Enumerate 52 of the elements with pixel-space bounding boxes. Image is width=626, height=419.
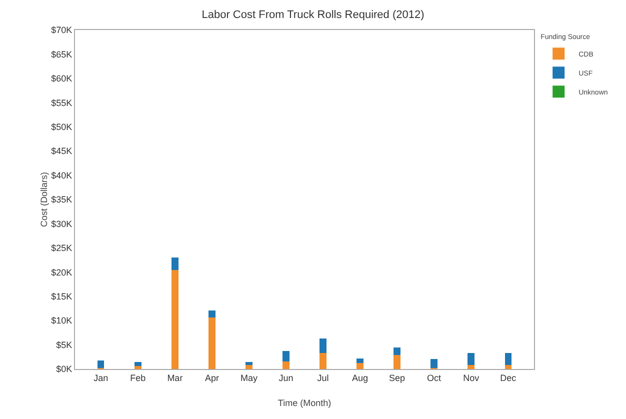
bar — [394, 354, 400, 369]
x-tick-label: Sep — [389, 372, 406, 383]
bar — [430, 358, 438, 368]
x-tick-label: Jun — [278, 372, 294, 383]
x-tick-label: Feb — [130, 372, 146, 383]
y-tick-label: $50K — [51, 122, 72, 132]
bar — [468, 353, 474, 366]
x-tick-label: Oct — [427, 372, 442, 383]
bar — [246, 365, 252, 369]
y-tick-label: $45K — [51, 146, 72, 156]
y-tick-label: $20K — [51, 267, 72, 278]
y-tick-label: $0K — [56, 364, 72, 374]
bar — [356, 363, 364, 369]
y-tick-label: $70K — [51, 25, 72, 36]
bar — [172, 270, 178, 369]
x-tick-label: Jul — [317, 372, 329, 383]
bar — [246, 362, 252, 366]
bar — [282, 351, 290, 362]
bar — [320, 338, 326, 354]
y-tick-label: $65K — [51, 49, 72, 60]
x-tick-label: May — [240, 372, 258, 383]
bar — [320, 353, 326, 369]
bar — [282, 362, 290, 369]
y-tick-label: $55K — [51, 98, 72, 108]
y-tick-label: $10K — [51, 316, 72, 326]
bar — [504, 353, 512, 366]
y-tick-label: $5K — [56, 340, 72, 350]
y-axis-title: Cost (Dollars) — [39, 172, 49, 228]
bar — [208, 310, 216, 318]
y-tick-label: $60K — [51, 74, 72, 84]
bar — [504, 365, 512, 369]
y-tick-label: $40K — [51, 170, 72, 180]
x-tick-label: Aug — [352, 372, 368, 383]
bar — [98, 360, 104, 368]
x-tick-label: Nov — [463, 372, 480, 383]
x-axis-title: Time (Month) — [278, 398, 332, 408]
bar — [134, 362, 142, 366]
x-tick-label: Jan — [94, 372, 108, 383]
y-tick-label: $25K — [51, 243, 72, 254]
x-tick-label: Mar — [167, 372, 183, 383]
x-tick-label: Apr — [204, 372, 219, 383]
bar — [394, 348, 400, 355]
x-tick-label: Dec — [500, 372, 517, 383]
bar — [208, 318, 216, 369]
bar — [356, 358, 364, 364]
bar — [468, 365, 474, 369]
chart-title: Labor Cost From Truck Rolls Required (2012) — [202, 9, 424, 22]
bar — [172, 258, 178, 270]
bar — [134, 366, 142, 369]
y-tick-label: $15K — [51, 292, 72, 302]
y-tick-label: $30K — [51, 218, 72, 229]
y-tick-label: $35K — [51, 194, 72, 205]
